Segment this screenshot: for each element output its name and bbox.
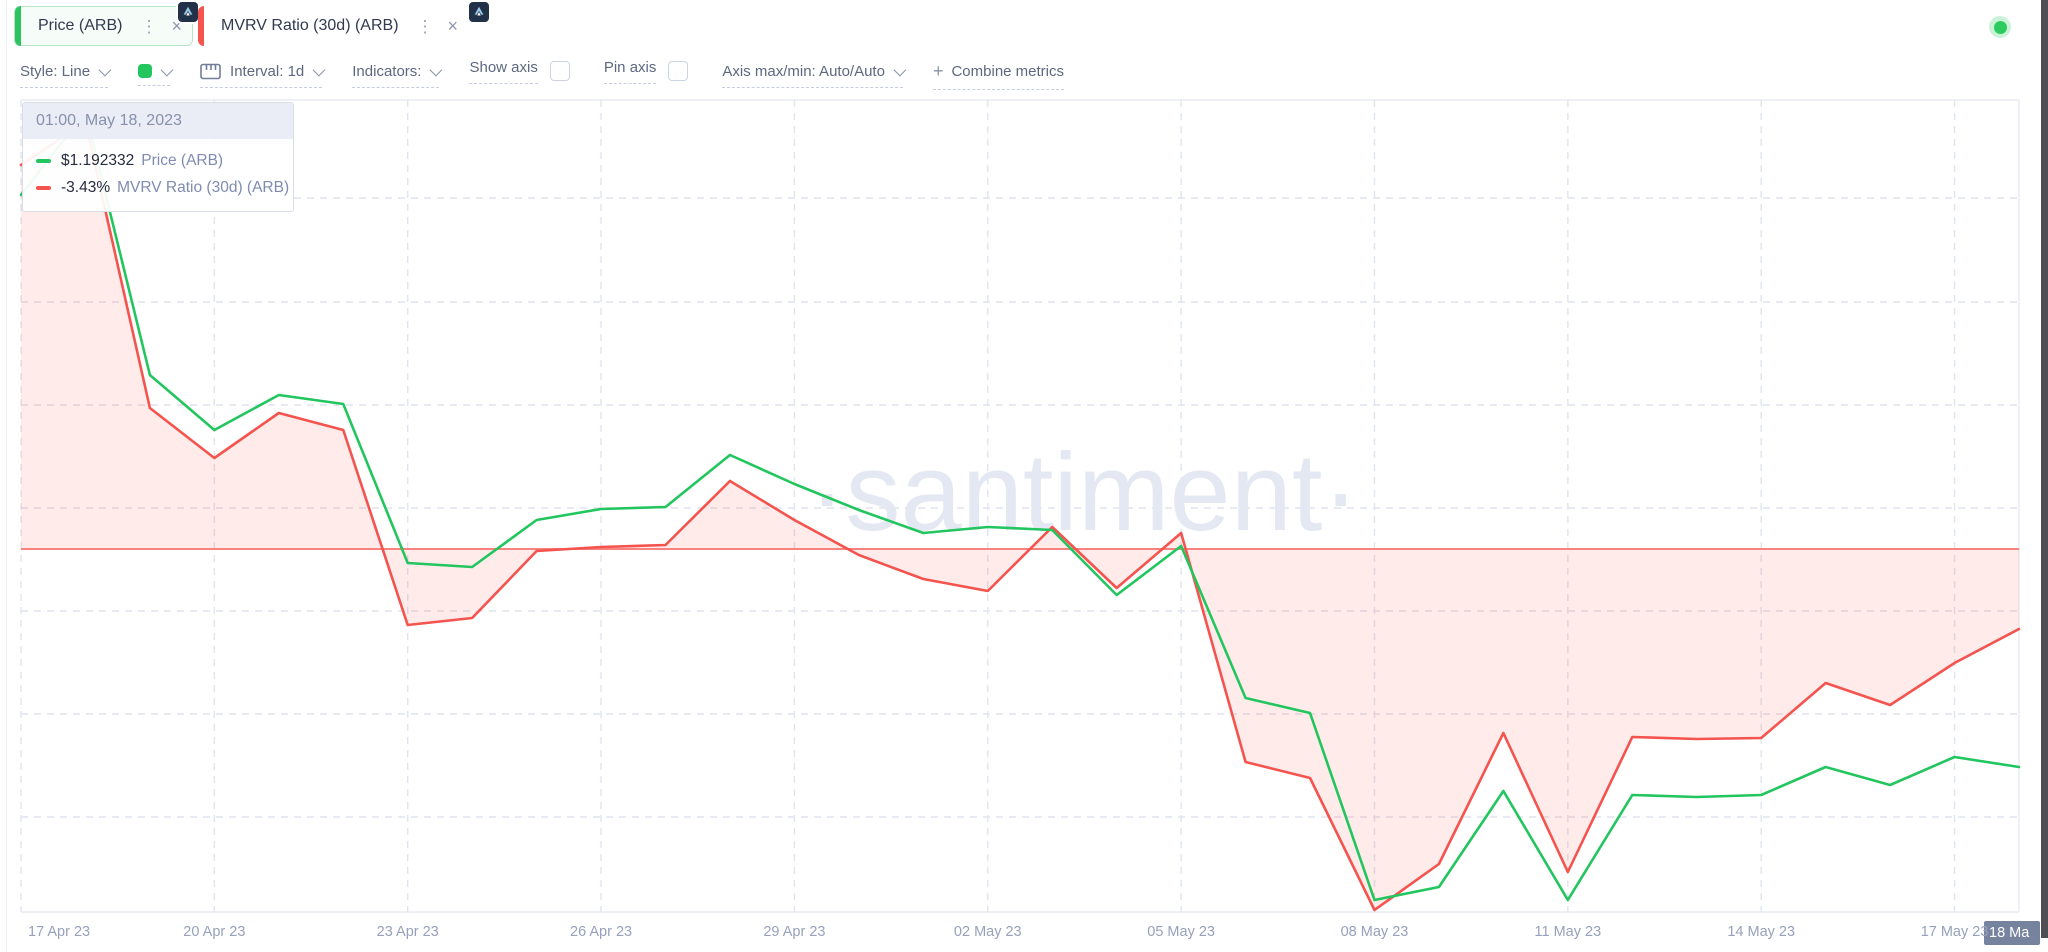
tab-accent-bar [198, 6, 204, 46]
interval-ruler-icon [200, 63, 221, 80]
tab-label: MVRV Ratio (30d) (ARB) [221, 17, 399, 34]
show-axis-label: Show axis [469, 59, 538, 84]
tab-mvrv-ratio-arb[interactable]: MVRV Ratio (30d) (ARB) ⋮ × [198, 6, 484, 46]
metric-tabs-bar: Price (ARB) ⋮ × MVRV Ratio (30d) (ARB) ⋮… [0, 0, 2048, 52]
x-axis-label: 14 May 23 [1727, 924, 1796, 940]
current-date-badge: 18 Ma [1984, 921, 2040, 945]
price-series-dash-icon [36, 159, 51, 163]
color-selector[interactable] [138, 63, 174, 86]
tab-price-arb[interactable]: Price (ARB) ⋮ × [14, 6, 193, 46]
pin-axis-label: Pin axis [603, 59, 657, 84]
plus-icon: + [932, 60, 944, 81]
pin-axis-checkbox[interactable] [668, 61, 689, 81]
tooltip-metric-label: MVRV Ratio (30d) (ARB) [117, 179, 290, 196]
tab-accent-bar [15, 6, 21, 46]
tooltip-value: -3.43% [61, 179, 111, 196]
x-axis-label: 23 Apr 23 [376, 924, 439, 940]
indicators-label: Indicators: [352, 62, 422, 80]
tooltip-row-price: $1.192332 Price (ARB) [36, 152, 280, 170]
x-axis-label: 29 Apr 23 [763, 924, 826, 940]
kebab-menu-icon[interactable]: ⋮ [416, 16, 434, 36]
axis-maxmin-selector[interactable]: Axis max/min: Auto/Auto [722, 62, 907, 88]
x-axis-label: 11 May 23 [1534, 924, 1602, 940]
color-swatch [138, 64, 153, 78]
mvrv-series-dash-icon [36, 186, 51, 190]
x-axis: 18 Ma 17 Apr 23 20 Apr 23 23 Apr 23 26 Apr … [0, 921, 2048, 947]
x-axis-label: 20 Apr 23 [183, 924, 246, 940]
kebab-menu-icon[interactable]: ⋮ [140, 16, 158, 36]
chart-toolbar: Style: Line Interval: 1d Indicators: Sho… [20, 58, 1094, 92]
x-axis-label: 05 May 23 [1147, 924, 1215, 940]
axis-maxmin-label: Axis max/min: Auto/Auto [722, 62, 885, 80]
chart-tooltip: 01:00, May 18, 2023 $1.192332 Price (ARB… [22, 102, 294, 212]
right-scrollbar[interactable] [2041, 0, 2048, 938]
x-axis-label: 08 May 23 [1340, 924, 1409, 940]
close-icon[interactable]: × [447, 16, 459, 36]
series-line-mvrv [19, 120, 2021, 912]
pin-axis-control: Pin axis [603, 59, 689, 92]
interval-label: Interval: 1d [230, 62, 305, 80]
indicators-selector[interactable]: Indicators: [352, 62, 443, 88]
tooltip-row-mvrv: -3.43% MVRV Ratio (30d) (ARB) [36, 179, 289, 197]
tab-label: Price (ARB) [38, 17, 123, 34]
x-axis-label: 17 Apr 23 [28, 924, 91, 940]
santiment-watermark: ·santiment· [809, 431, 1359, 554]
combine-metrics-label: Combine metrics [951, 62, 1064, 80]
combine-metrics-button[interactable]: + Combine metrics [932, 60, 1064, 90]
tooltip-value: $1.192332 [61, 152, 135, 169]
tooltip-metric-label: Price (ARB) [141, 152, 224, 169]
x-axis-label: 26 Apr 23 [570, 924, 633, 940]
arbitrum-logo-icon [176, 0, 200, 24]
x-axis-label: 02 May 23 [953, 924, 1022, 940]
panel-left-border [6, 0, 7, 952]
connection-status-dot [1989, 16, 2011, 38]
status-dot-core [1993, 20, 2007, 34]
series-line-price [19, 110, 2021, 902]
tooltip-timestamp: 01:00, May 18, 2023 [23, 103, 293, 139]
close-icon[interactable]: × [171, 16, 182, 36]
show-axis-checkbox[interactable] [549, 61, 570, 81]
style-label: Style: Line [20, 62, 91, 80]
arbitrum-logo-icon [467, 0, 491, 24]
show-axis-control: Show axis [469, 59, 570, 92]
x-axis-label: 17 May 23 [1920, 924, 1989, 940]
style-selector[interactable]: Style: Line [20, 62, 112, 88]
interval-selector[interactable]: Interval: 1d [200, 62, 326, 88]
